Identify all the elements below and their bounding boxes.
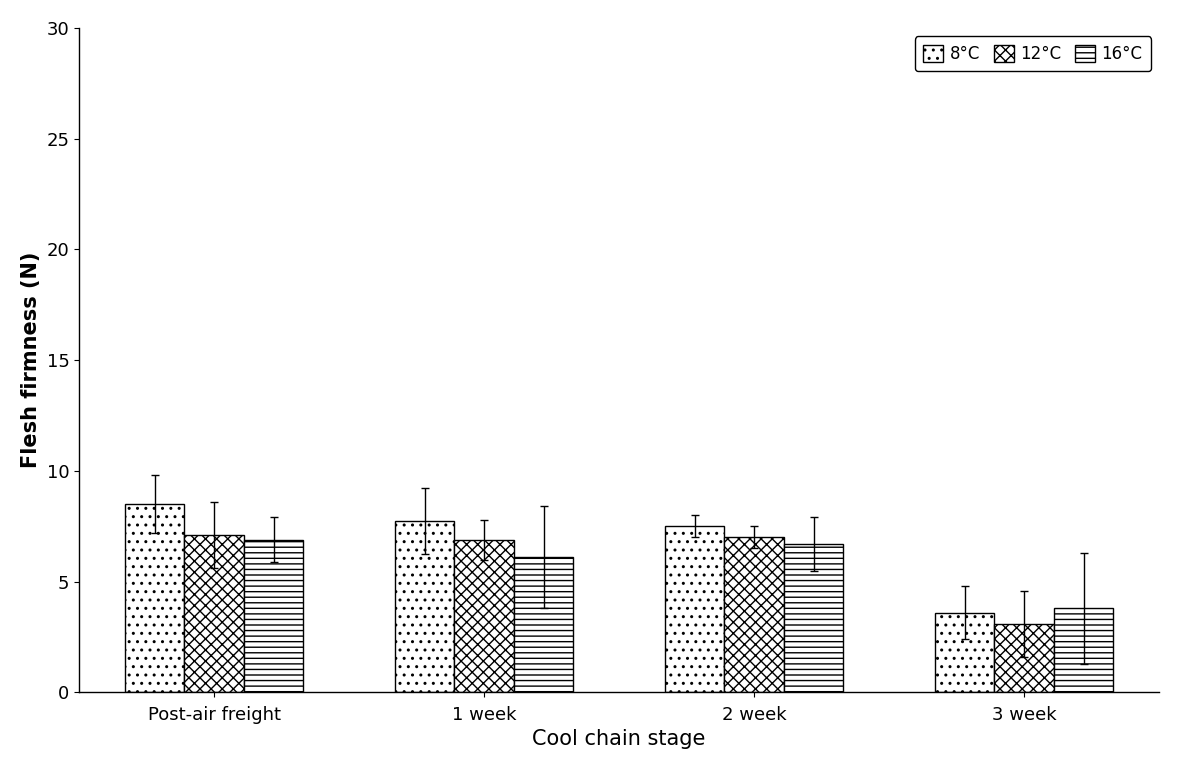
- Bar: [995, 624, 1054, 692]
- X-axis label: Cool chain stage: Cool chain stage: [532, 729, 706, 749]
- Legend: 8°C, 12°C, 16°C: 8°C, 12°C, 16°C: [914, 36, 1150, 71]
- Bar: [244, 540, 303, 692]
- Bar: [784, 544, 844, 692]
- Bar: [125, 504, 184, 692]
- Bar: [666, 526, 725, 692]
- Bar: [395, 521, 454, 692]
- Bar: [725, 537, 784, 692]
- Bar: [454, 540, 513, 692]
- Bar: [935, 613, 995, 692]
- Bar: [1054, 608, 1113, 692]
- Y-axis label: Flesh firmness (N): Flesh firmness (N): [21, 252, 41, 468]
- Bar: [184, 535, 244, 692]
- Bar: [513, 557, 573, 692]
